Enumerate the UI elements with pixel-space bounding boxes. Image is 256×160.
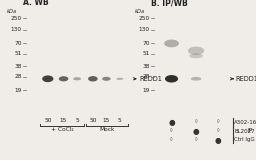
Text: ◦: ◦ (194, 136, 198, 144)
Text: REDD1: REDD1 (236, 76, 256, 82)
Text: 28: 28 (14, 74, 22, 79)
Text: 19: 19 (142, 88, 150, 93)
Text: + CoCl₂: + CoCl₂ (51, 127, 73, 132)
Text: 130: 130 (139, 27, 150, 32)
Text: ◦: ◦ (194, 118, 198, 127)
Text: 19: 19 (14, 88, 22, 93)
Text: A302-169A: A302-169A (234, 120, 256, 125)
Text: REDD1: REDD1 (139, 76, 162, 82)
Text: IP: IP (247, 128, 253, 133)
Text: 130: 130 (11, 27, 22, 32)
Text: 28: 28 (142, 74, 150, 79)
Text: ◦: ◦ (216, 118, 220, 127)
Text: 5: 5 (75, 118, 79, 123)
Text: kDa: kDa (134, 9, 145, 14)
Text: 51: 51 (14, 51, 22, 56)
Text: 70: 70 (142, 41, 150, 46)
Ellipse shape (191, 77, 201, 81)
Ellipse shape (189, 54, 203, 58)
Ellipse shape (88, 76, 98, 81)
Text: ●: ● (168, 118, 175, 127)
Ellipse shape (59, 76, 68, 81)
Ellipse shape (188, 47, 204, 55)
Text: BL2027: BL2027 (234, 129, 255, 134)
Text: ◦: ◦ (169, 136, 174, 144)
Text: 250: 250 (138, 16, 150, 21)
Ellipse shape (165, 75, 178, 83)
Text: ◦: ◦ (216, 127, 220, 136)
Ellipse shape (102, 77, 111, 81)
Text: 15: 15 (103, 118, 110, 123)
Text: 38: 38 (14, 64, 22, 69)
Text: 50: 50 (89, 118, 97, 123)
Ellipse shape (73, 77, 81, 80)
Text: 250: 250 (10, 16, 22, 21)
Text: 51: 51 (142, 51, 150, 56)
Text: 38: 38 (142, 64, 150, 69)
Text: Ctrl IgG: Ctrl IgG (234, 137, 255, 143)
Text: 50: 50 (44, 118, 51, 123)
Text: B. IP/WB: B. IP/WB (151, 0, 188, 7)
Text: ◦: ◦ (169, 127, 174, 136)
Ellipse shape (164, 40, 179, 47)
Text: kDa: kDa (6, 9, 17, 14)
Text: ●: ● (215, 136, 221, 144)
Text: 15: 15 (60, 118, 67, 123)
Ellipse shape (42, 75, 54, 82)
Text: ●: ● (193, 127, 199, 136)
Text: 5: 5 (118, 118, 122, 123)
Text: 70: 70 (14, 41, 22, 46)
Ellipse shape (116, 78, 123, 80)
Text: Mock: Mock (99, 127, 115, 132)
Text: A. WB: A. WB (23, 0, 49, 7)
